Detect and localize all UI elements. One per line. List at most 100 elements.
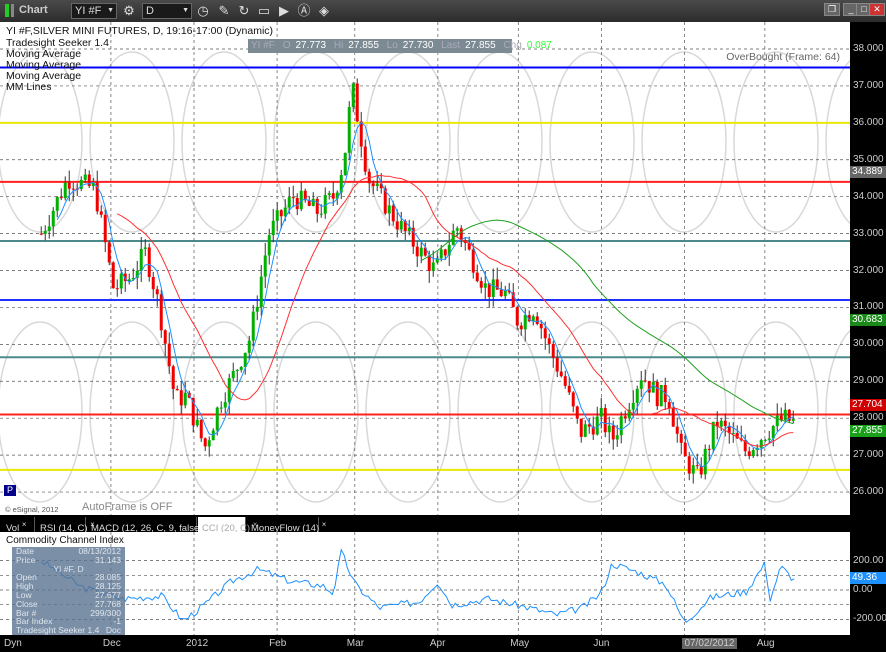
- candle: [551, 343, 555, 358]
- cci-panel[interactable]: Commodity Channel Index: [0, 532, 850, 635]
- data-window-footer-right: Doc: [105, 625, 121, 636]
- refresh-icon[interactable]: ↻: [238, 3, 250, 18]
- tab-macd[interactable]: MACD (12, 26, C, 9, false, true) ×: [87, 517, 231, 534]
- candle: [99, 211, 103, 215]
- row-value: 27.768: [95, 598, 121, 609]
- interval-value: D: [146, 5, 154, 17]
- close-icon[interactable]: ×: [90, 520, 95, 529]
- data-window-row: Bar Index -1: [16, 617, 121, 626]
- candle: [39, 233, 43, 235]
- candle: [655, 381, 659, 407]
- candle: [435, 258, 439, 263]
- study-ma-2[interactable]: Moving Average: [6, 59, 82, 71]
- price-tick: 26.000: [853, 486, 884, 498]
- price-chart[interactable]: YI #F,SILVER MINI FUTURES, D, 19:16-17:0…: [0, 22, 850, 515]
- study-seeker[interactable]: Tradesight Seeker 1.4: [6, 37, 109, 49]
- candle: [255, 307, 259, 312]
- row-value: 31.143: [95, 554, 121, 565]
- candle: [79, 179, 83, 189]
- candle: [335, 192, 339, 199]
- price-axis[interactable]: 38.000 37.000 36.000 35.000 34.000 33.000 32.0…: [850, 22, 886, 515]
- pencil-icon[interactable]: ✎: [218, 3, 230, 18]
- candle: [727, 426, 731, 434]
- candle: [203, 438, 207, 447]
- candle: [759, 440, 763, 448]
- tab-vol[interactable]: Vol ×: [2, 517, 35, 534]
- candle: [643, 380, 647, 382]
- candle: [703, 448, 707, 475]
- quote-low: 27.730: [402, 40, 434, 51]
- candle: [231, 370, 235, 379]
- study-mm-lines[interactable]: MM Lines: [6, 81, 52, 93]
- study-ma-1[interactable]: Moving Average: [6, 48, 82, 60]
- study-ma-3[interactable]: Moving Average: [6, 70, 82, 82]
- candle: [675, 426, 679, 434]
- candle: [587, 424, 591, 427]
- close-icon[interactable]: ×: [252, 520, 258, 529]
- play-icon[interactable]: ▶: [279, 3, 289, 18]
- candle: [575, 406, 579, 419]
- close-icon[interactable]: ×: [321, 520, 327, 529]
- candle: [443, 249, 447, 256]
- tab-label: CCI (20, C): [202, 523, 251, 535]
- row-label: Bar #: [16, 607, 37, 618]
- candle: [791, 419, 795, 421]
- restore-button[interactable]: ❐: [824, 3, 840, 16]
- cycle-ellipse: [825, 59, 850, 225]
- candle: [307, 200, 311, 206]
- candle: [495, 279, 499, 290]
- data-window: YI #F, D Tradesight Seeker 1.4 Doc Date 08…: [12, 547, 125, 635]
- time-axis[interactable]: Dyn Dec 2012 Feb Mar Apr May Jun 07/02/2012 Aug: [0, 635, 886, 652]
- quote-symbol: YI #F: [251, 40, 275, 51]
- time-label: 07/02/2012: [682, 638, 737, 649]
- data-window-row: Open 28.085: [16, 573, 121, 582]
- tab-moneyflow[interactable]: MoneyFlow (14) ×: [247, 517, 326, 534]
- row-label: Low: [16, 590, 32, 600]
- chart-title: YI #F,SILVER MINI FUTURES, D, 19:16-17:0…: [6, 25, 274, 37]
- tab-cci[interactable]: CCI (20, C) ×: [198, 517, 257, 534]
- symbol-input[interactable]: YI #F ▼: [71, 3, 117, 19]
- candle: [787, 409, 791, 421]
- interval-input[interactable]: D ▼: [142, 3, 192, 19]
- cycle-ellipse: [89, 51, 175, 233]
- settings-icon[interactable]: ⚙: [123, 3, 135, 18]
- candle: [191, 397, 195, 426]
- cycle-ellipse: [365, 321, 451, 503]
- candle: [115, 288, 119, 290]
- candle: [723, 420, 727, 427]
- cycle-ellipse: [0, 51, 83, 233]
- cci-value-tag: 49.36: [850, 571, 886, 584]
- price-plot: [0, 22, 850, 515]
- cci-line: [40, 548, 795, 623]
- p-badge[interactable]: P: [4, 485, 16, 496]
- candle: [403, 221, 407, 232]
- candle: [43, 231, 47, 234]
- dropdown-arrow-icon[interactable]: ▼: [107, 7, 114, 14]
- candle: [143, 247, 147, 249]
- clock-icon[interactable]: ◷: [197, 3, 209, 18]
- cci-title: Commodity Channel Index: [6, 535, 124, 546]
- study-tabs: Vol × RSI (14, C) × MACD (12, 26, C, 9, fa…: [0, 516, 886, 534]
- cycle-ellipse: [181, 51, 267, 233]
- price-tick: 35.000: [853, 153, 884, 165]
- close-icon[interactable]: ×: [21, 520, 27, 529]
- candle: [603, 407, 607, 433]
- tab-rsi[interactable]: RSI (14, C) ×: [36, 517, 95, 534]
- eraser-icon[interactable]: ◈: [319, 3, 329, 18]
- time-label: Aug: [756, 638, 775, 649]
- row-label: Bar Index: [16, 616, 53, 627]
- time-label: Jun: [593, 638, 610, 649]
- dropdown-arrow-icon[interactable]: ▼: [182, 7, 189, 14]
- row-value: 08/13/2012: [78, 546, 121, 556]
- quote-icon[interactable]: ▭: [257, 3, 271, 18]
- quote-last-label: Last: [441, 40, 461, 51]
- candle: [279, 210, 283, 217]
- candle: [571, 392, 575, 407]
- close-button[interactable]: ✕: [869, 3, 885, 16]
- alert-icon[interactable]: Ⓐ: [297, 3, 311, 18]
- candle: [583, 424, 587, 437]
- candle: [483, 283, 487, 288]
- candle: [507, 290, 511, 293]
- candle: [767, 438, 771, 440]
- candle: [535, 316, 539, 324]
